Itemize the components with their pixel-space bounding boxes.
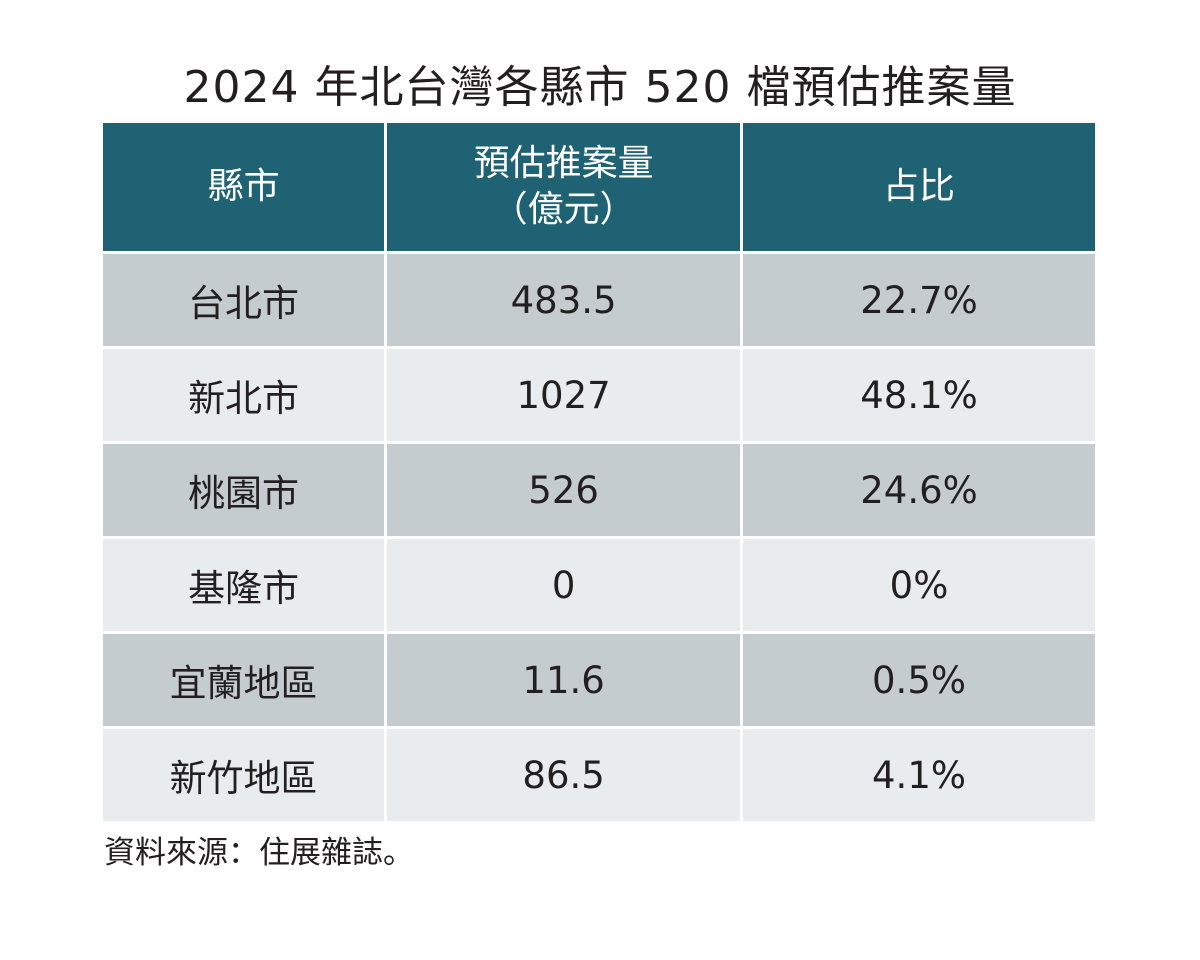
cell-share: 4.1% xyxy=(743,729,1095,821)
table-row: 台北市 483.5 22.7% xyxy=(103,254,1095,346)
header-volume-line2: （億元） xyxy=(491,189,636,230)
source-note: 資料來源：住展雜誌。 xyxy=(104,835,414,871)
cell-city: 基隆市 xyxy=(103,539,385,631)
cell-city: 台北市 xyxy=(103,254,385,346)
chart-title: 2024 年北台灣各縣市 520 檔預估推案量 xyxy=(183,62,1017,113)
cell-share: 0% xyxy=(743,539,1095,631)
cell-share: 0.5% xyxy=(743,634,1095,726)
header-volume: 預估推案量 （億元） xyxy=(387,123,741,251)
table-row: 新竹地區 86.5 4.1% xyxy=(103,729,1095,821)
cell-city: 桃園市 xyxy=(103,444,385,536)
cell-share: 22.7% xyxy=(743,254,1095,346)
cell-volume: 0 xyxy=(387,539,741,631)
table-row: 宜蘭地區 11.6 0.5% xyxy=(103,634,1095,726)
cell-city: 新北市 xyxy=(103,349,385,441)
cell-volume: 11.6 xyxy=(387,634,741,726)
table-header-row: 縣市 預估推案量 （億元） 占比 xyxy=(103,123,1095,251)
table-row: 基隆市 0 0% xyxy=(103,539,1095,631)
cell-city: 宜蘭地區 xyxy=(103,634,385,726)
cell-volume: 526 xyxy=(387,444,741,536)
table-row: 新北市 1027 48.1% xyxy=(103,349,1095,441)
header-city: 縣市 xyxy=(103,123,385,251)
cell-city: 新竹地區 xyxy=(103,729,385,821)
data-table: 縣市 預估推案量 （億元） 占比 台北市 483.5 22.7% 新北市 1027 48.… xyxy=(103,123,1095,821)
cell-share: 24.6% xyxy=(743,444,1095,536)
cell-volume: 86.5 xyxy=(387,729,741,821)
cell-share: 48.1% xyxy=(743,349,1095,441)
cell-volume: 483.5 xyxy=(387,254,741,346)
table-row: 桃園市 526 24.6% xyxy=(103,444,1095,536)
header-share: 占比 xyxy=(743,123,1095,251)
header-volume-line1: 預估推案量 xyxy=(473,143,654,184)
cell-volume: 1027 xyxy=(387,349,741,441)
